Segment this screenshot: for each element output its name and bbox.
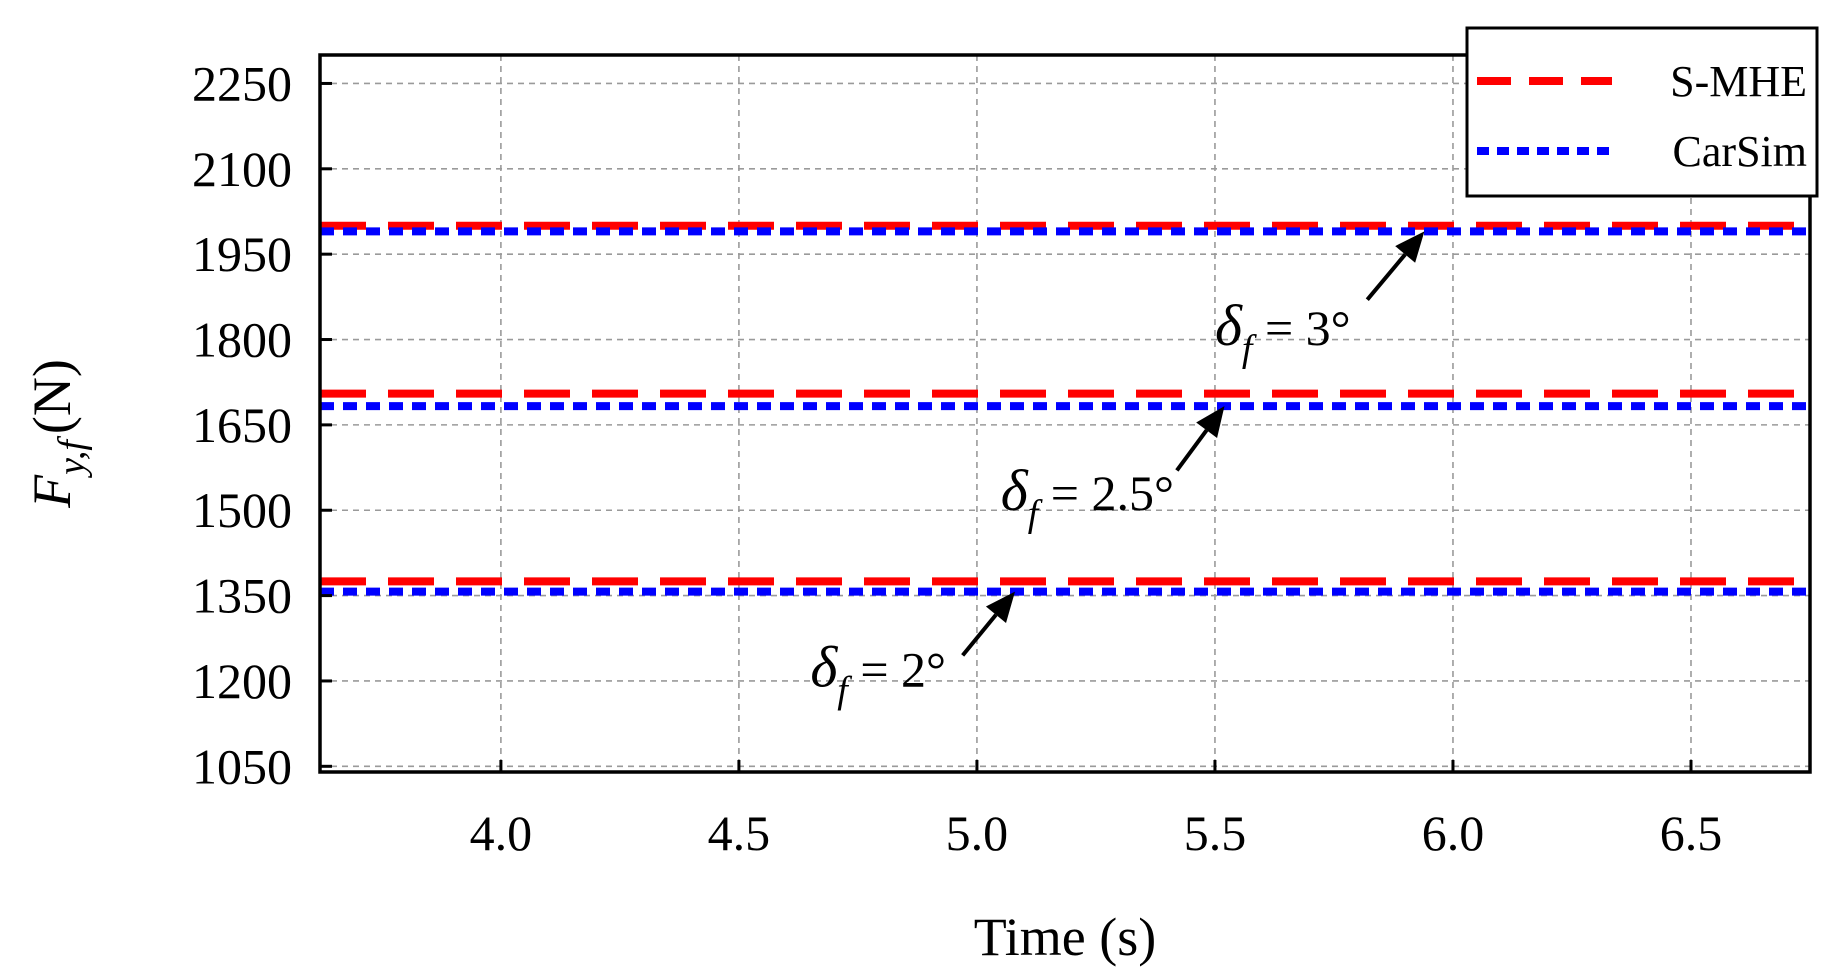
annotation-value: = 2° (848, 642, 946, 698)
y-tick-label: 2250 (192, 55, 292, 111)
y-tick-label: 1200 (192, 653, 292, 709)
x-tick-label: 6.0 (1422, 805, 1485, 861)
axis-ticks: 4.0 4.5 5.0 5.5 6.0 6.5 1050 1200 1350 1500 1650 18… (192, 55, 1722, 861)
annotation-label: δf = 2° (810, 635, 946, 712)
y-axis-title-unit: (N) (22, 359, 82, 434)
y-tick-label: 1500 (192, 482, 292, 538)
annotation-label: δf = 2.5° (1001, 458, 1174, 535)
annotation-label: δf = 3° (1215, 293, 1351, 370)
x-tick-label: 5.5 (1184, 805, 1247, 861)
annotation-arrowhead (985, 591, 1016, 624)
annotation-symbol: δ (1215, 293, 1243, 358)
annotation-arrowhead (1196, 406, 1225, 438)
y-axis-title: Fy,f(N) (22, 359, 93, 509)
y-tick-label: 1050 (192, 738, 292, 794)
x-tick-label: 5.0 (946, 805, 1009, 861)
grid (320, 55, 1810, 772)
legend-box (1465, 26, 1819, 198)
y-tick-label: 1650 (192, 397, 292, 453)
legend: S-MHE CarSim (1465, 26, 1819, 198)
plot-series (320, 221, 1810, 596)
annotation-value: = 3° (1252, 300, 1350, 356)
annotations: δf = 2° δf = 2.5° δf = 3° (810, 231, 1425, 712)
x-tick-label: 4.5 (708, 805, 771, 861)
y-tick-label: 2100 (192, 141, 292, 197)
y-tick-label: 1800 (192, 312, 292, 368)
legend-label: CarSim (1673, 127, 1807, 176)
annotation-arrow (961, 613, 998, 657)
x-tick-label: 6.5 (1660, 805, 1723, 861)
annotation-symbol: δ (1001, 458, 1029, 523)
y-tick-label: 1350 (192, 568, 292, 624)
x-axis-title: Time (s) (974, 907, 1157, 967)
x-tick-label: 4.0 (470, 805, 533, 861)
annotation-symbol: δ (810, 635, 838, 700)
annotation-arrow (1175, 429, 1209, 472)
annotation-arrow (1365, 253, 1407, 301)
annotation-value: = 2.5° (1038, 465, 1174, 521)
y-axis-title-subscript: y,f (51, 436, 93, 479)
legend-label: S-MHE (1670, 57, 1807, 106)
annotation-arrowhead (1395, 231, 1425, 263)
plot-frame (318, 53, 1812, 774)
y-axis-title-main: F (22, 474, 82, 509)
y-tick-label: 1950 (192, 226, 292, 282)
